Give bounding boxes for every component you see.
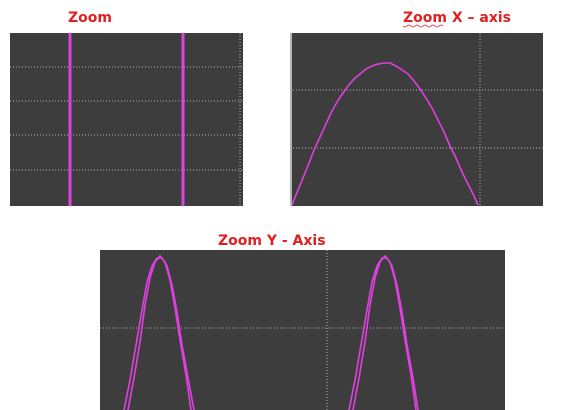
screen (10, 33, 243, 206)
scope-panel (100, 250, 505, 410)
screenshot: Zoom Zoom X – axis Zoom Y - Axis (0, 0, 563, 410)
scope-panel (290, 33, 543, 206)
panel-title: Zoom X – axis (403, 10, 511, 26)
panel-title: Zoom Y - Axis (218, 233, 326, 249)
panel-title: Zoom (68, 10, 112, 26)
scope-panel (10, 33, 243, 206)
screen (100, 250, 505, 410)
